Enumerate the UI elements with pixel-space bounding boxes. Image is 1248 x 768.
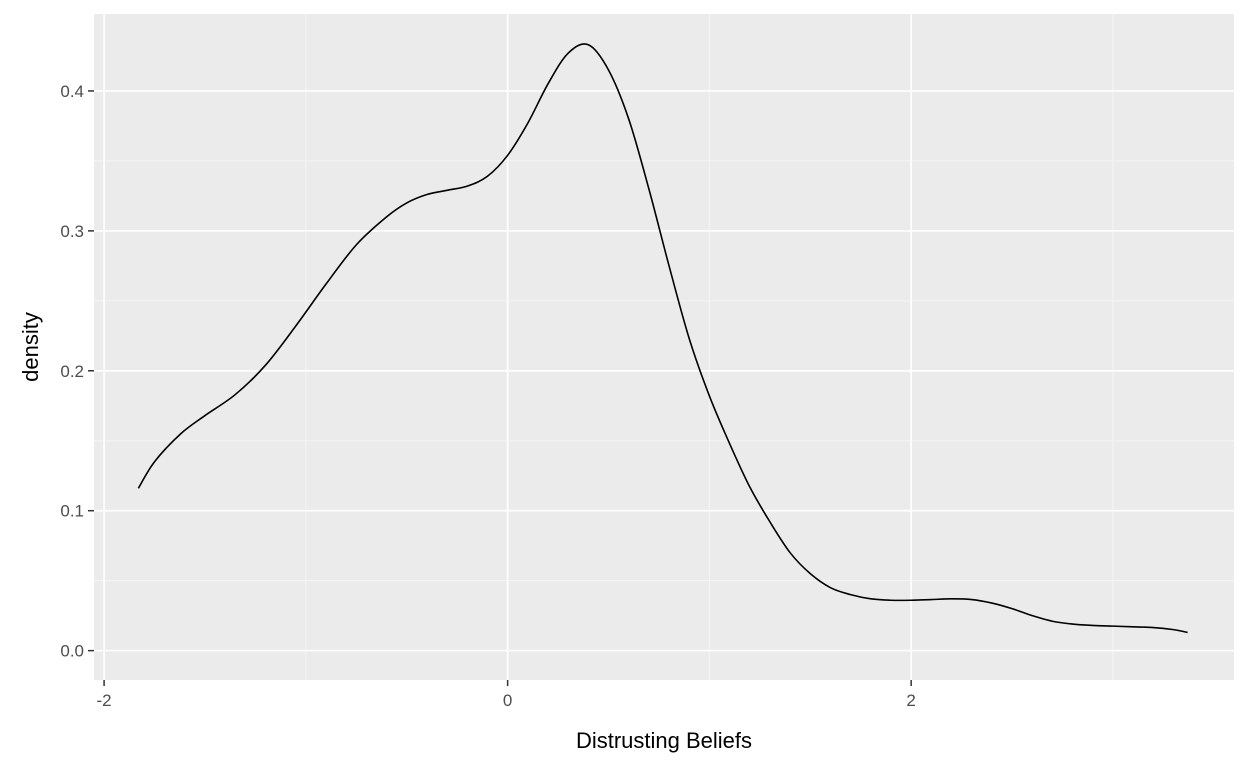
- y-tick-label: 0.0: [60, 642, 84, 661]
- x-tick-label: 0: [503, 691, 512, 710]
- x-axis-title: Distrusting Beliefs: [576, 728, 752, 753]
- x-tick-label: 2: [906, 691, 915, 710]
- x-axis-ticks: [103, 680, 912, 686]
- y-axis-ticks: [88, 90, 94, 652]
- y-tick-label: 0.2: [60, 362, 84, 381]
- minor-gridlines: [94, 14, 1234, 680]
- density-curve: [137, 43, 1188, 634]
- y-axis-tick-labels: 0.0 0.1 0.2 0.3 0.4: [60, 82, 84, 661]
- y-tick-label: 0.3: [60, 222, 84, 241]
- x-axis-tick-labels: -2 0 2: [97, 691, 916, 710]
- plot-panel: [94, 14, 1234, 680]
- y-tick-label: 0.4: [60, 82, 84, 101]
- y-tick-label: 0.1: [60, 502, 84, 521]
- major-gridlines: [94, 14, 1234, 680]
- x-tick-label: -2: [97, 691, 112, 710]
- y-axis-title: density: [18, 312, 43, 382]
